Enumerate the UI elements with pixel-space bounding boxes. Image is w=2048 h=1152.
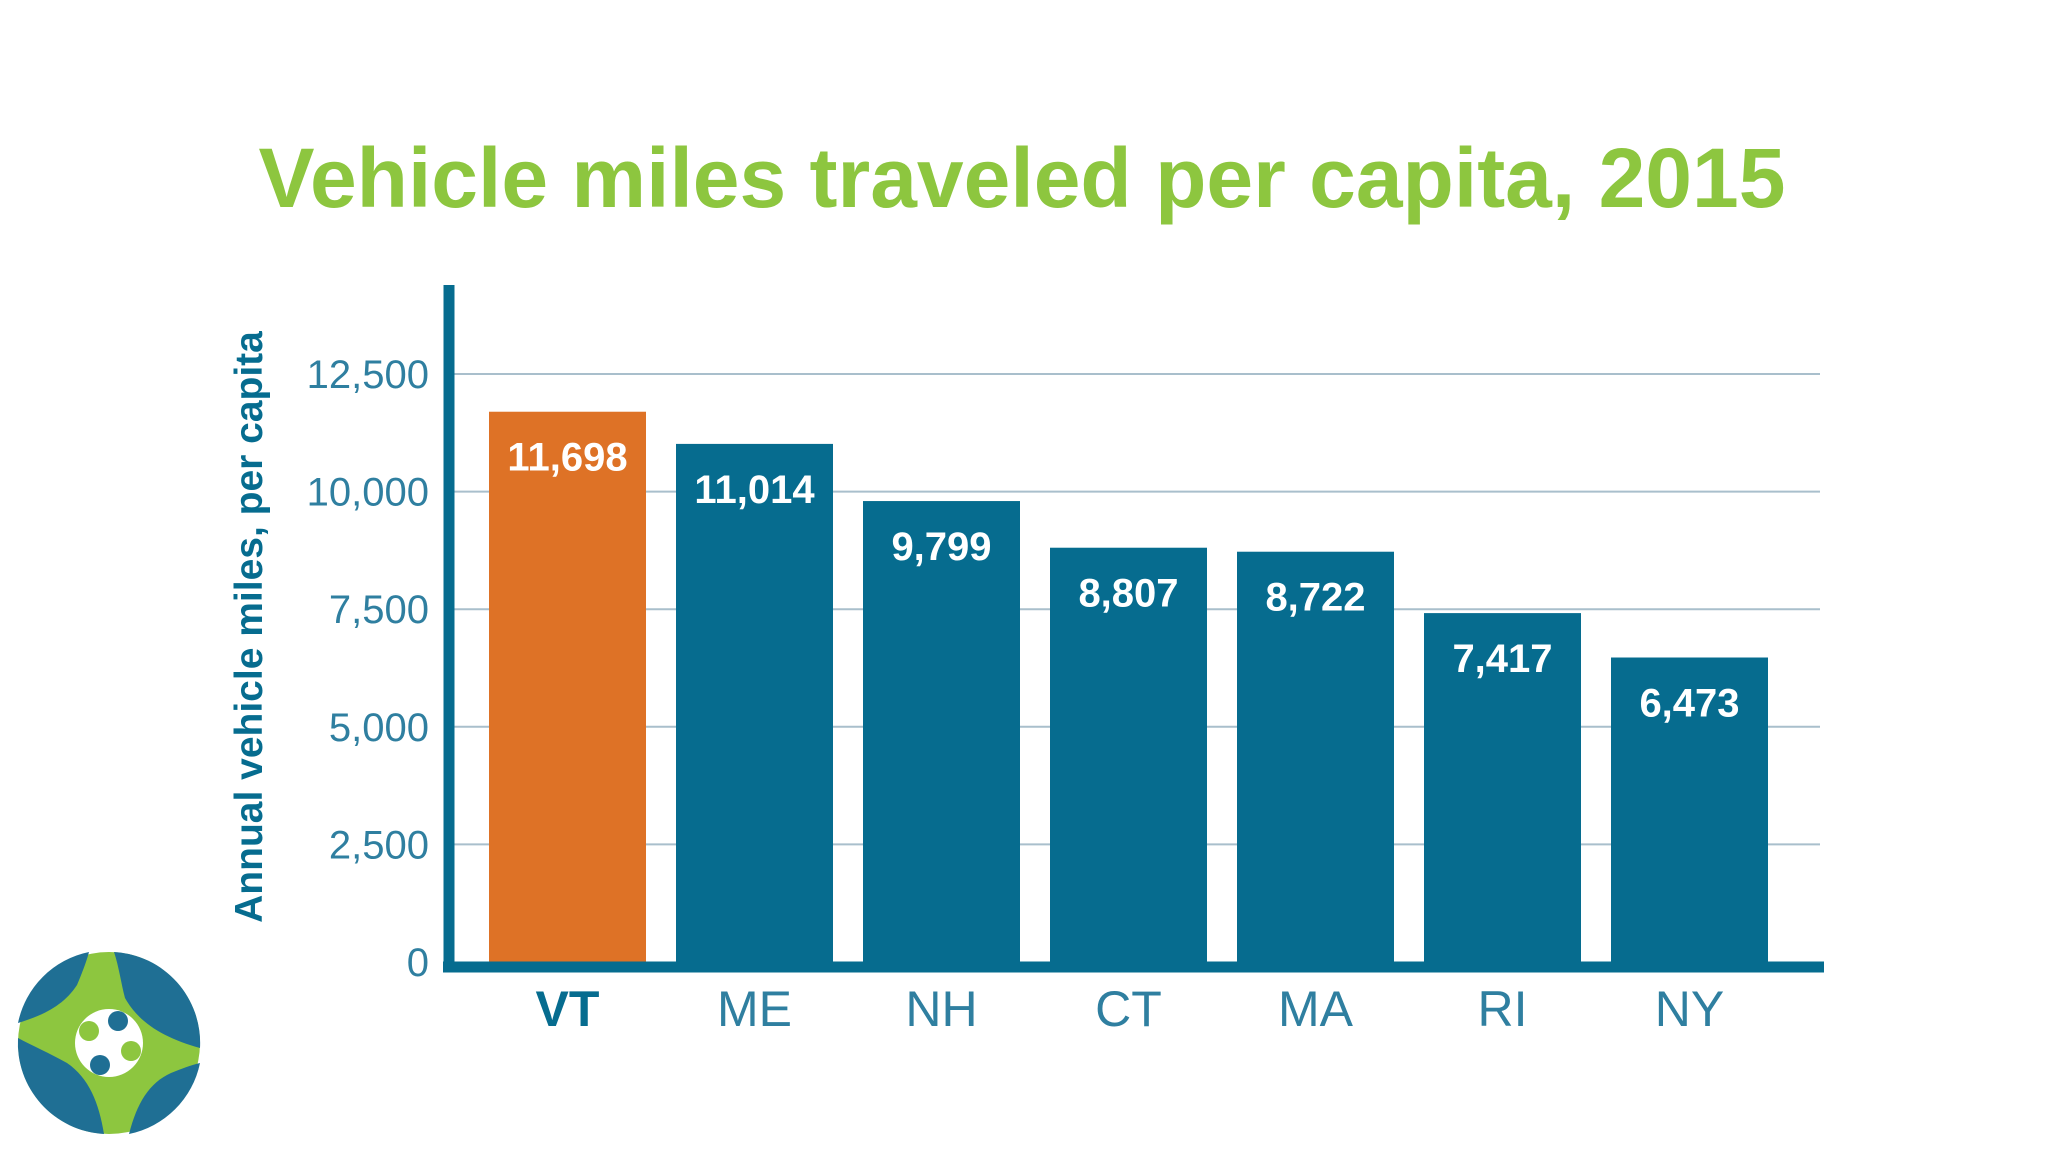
x-tick-label: MA [1278,981,1354,1037]
y-axis-label: Annual vehicle miles, per capita [228,331,271,923]
value-label: 11,698 [507,436,627,480]
bar-nh [863,501,1020,962]
value-label: 8,807 [1078,572,1178,616]
bar-ma [1237,551,1394,962]
bar-ri [1424,613,1581,962]
value-labels: 11,698 11,014 9,799 8,807 8,722 7,417 6,473 [507,436,1739,726]
value-label: 7,417 [1452,637,1552,681]
x-tick-label: NY [1655,981,1724,1037]
value-label: 9,799 [891,525,991,569]
y-tick-label: 5,000 [329,706,429,750]
bar-vt [489,411,646,962]
bar-ct [1050,547,1207,962]
bar-me [676,443,833,962]
value-label: 6,473 [1639,682,1739,726]
value-label: 8,722 [1265,576,1365,620]
y-axis-ticks: 0 2,500 5,000 7,500 10,000 12,500 [307,353,429,985]
chart-title: Vehicle miles traveled per capita, 2015 [259,131,1786,225]
x-tick-label: VT [536,981,600,1037]
x-tick-label: RI [1478,981,1528,1037]
x-tick-label: CT [1095,981,1162,1037]
x-axis-ticks: VT ME NH CT MA RI NY [536,981,1725,1037]
y-tick-label: 10,000 [307,471,429,515]
y-tick-label: 12,500 [307,353,429,397]
y-tick-label: 2,500 [329,823,429,867]
pinwheel-logo-icon [17,952,201,1134]
x-tick-label: NH [905,981,977,1037]
y-tick-label: 7,500 [329,588,429,632]
bars [489,411,1768,962]
bar-ny [1611,657,1768,962]
y-tick-label: 0 [407,941,429,985]
x-tick-label: ME [717,981,792,1037]
value-label: 11,014 [694,468,815,512]
